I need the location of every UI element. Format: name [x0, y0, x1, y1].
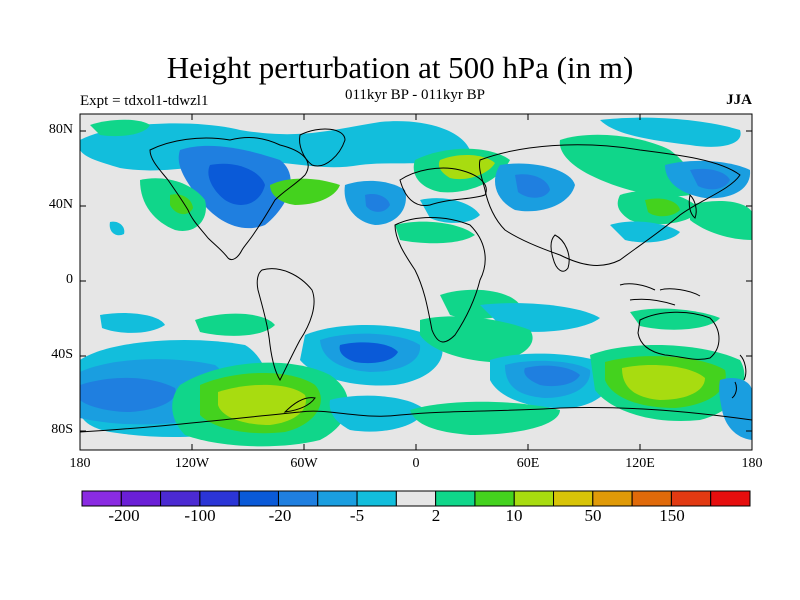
colorbar-label: -100	[184, 506, 216, 525]
contour-negative	[420, 198, 480, 223]
colorbar-swatch	[474, 490, 515, 507]
contour-positive	[690, 200, 752, 240]
contour-positive	[420, 316, 533, 362]
lon-label: 60W	[290, 456, 318, 471]
colorbar-label: -200	[108, 506, 140, 525]
coastline-indonesia	[619, 283, 701, 306]
lon-label: 120E	[625, 456, 655, 471]
colorbar-swatch	[317, 490, 358, 507]
coastline-antarctica	[80, 407, 752, 433]
contour-negative	[100, 313, 165, 333]
colorbar-swatch	[395, 490, 437, 507]
subtitle: 011kyr BP - 011kyr BP	[344, 87, 485, 103]
contour-negative	[719, 378, 752, 440]
colorbar-swatch	[238, 490, 279, 507]
coastline-new-zealand	[731, 354, 747, 399]
colorbar-label: 50	[584, 506, 602, 525]
colorbar-label: -5	[349, 506, 365, 525]
colorbar-swatch	[631, 490, 672, 507]
contour-fill	[80, 117, 752, 447]
colorbar-swatch	[513, 490, 555, 507]
season-label: JJA	[726, 92, 752, 108]
colorbar-swatch	[670, 490, 712, 507]
colorbar-swatch	[81, 490, 122, 507]
map-area	[80, 114, 752, 450]
colorbar-swatch	[553, 490, 594, 507]
contour-negative	[339, 342, 398, 364]
contour-positive	[270, 178, 340, 205]
colorbar-label: 150	[659, 506, 685, 525]
coastline-greenland	[299, 128, 346, 167]
lat-label: 80S	[51, 422, 73, 437]
colorbar-swatch	[435, 490, 476, 507]
colorbar-swatch	[277, 490, 319, 507]
lon-label: 180	[69, 456, 91, 471]
colorbar-swatch	[592, 490, 633, 507]
lat-label: 40S	[51, 347, 73, 362]
colorbar-label: 10	[505, 506, 523, 525]
contour-negative	[365, 194, 390, 212]
colorbar-swatch	[120, 490, 162, 507]
contour-positive	[622, 365, 705, 400]
lon-label: 60E	[516, 456, 540, 471]
colorbar-label: -20	[268, 506, 292, 525]
coastline-australia	[637, 311, 720, 360]
experiment-label: Expt = tdxol1-tdwzl1	[80, 93, 209, 109]
contour-negative	[208, 163, 265, 205]
lat-label: 80N	[48, 122, 73, 137]
colorbar-swatch	[710, 490, 751, 507]
page-title: Height perturbation at 500 hPa (in m)	[166, 50, 634, 85]
contour-positive	[645, 198, 680, 217]
coastline-india	[550, 234, 570, 272]
lon-label: 0	[412, 456, 420, 471]
contour-positive	[195, 313, 275, 336]
contour-negative	[329, 395, 425, 432]
contour-positive	[559, 134, 694, 197]
coastline-asia	[479, 144, 741, 266]
contour-negative	[690, 168, 730, 190]
axis-ticks	[79, 114, 753, 450]
contour-positive	[218, 384, 306, 425]
lon-label: 120W	[174, 456, 210, 471]
lat-label: 0	[66, 272, 73, 287]
colorbar-swatch	[199, 490, 240, 507]
contour-negative	[515, 174, 550, 198]
contour-negative	[80, 121, 470, 171]
coastline-south-america	[256, 268, 315, 382]
contour-negative	[610, 221, 680, 243]
coastline-japan	[688, 193, 697, 219]
coastline-europe	[399, 167, 487, 207]
contour-negative	[600, 117, 741, 147]
contour-positive	[395, 221, 475, 244]
colorbar	[81, 490, 751, 507]
colorbar-swatch	[356, 490, 397, 507]
coastline-north-america	[149, 137, 309, 261]
coastlines	[80, 128, 752, 433]
lat-label: 40N	[48, 197, 73, 212]
colorbar-label: 2	[431, 506, 441, 525]
contour-negative	[524, 365, 580, 387]
contour-negative	[80, 377, 176, 412]
contour-positive	[90, 119, 150, 137]
contour-negative	[109, 221, 125, 236]
colorbar-swatch	[160, 490, 201, 507]
coastline-antarctic-peninsula	[283, 397, 316, 413]
lon-label: 180	[741, 456, 763, 471]
coastline-africa	[394, 217, 486, 343]
